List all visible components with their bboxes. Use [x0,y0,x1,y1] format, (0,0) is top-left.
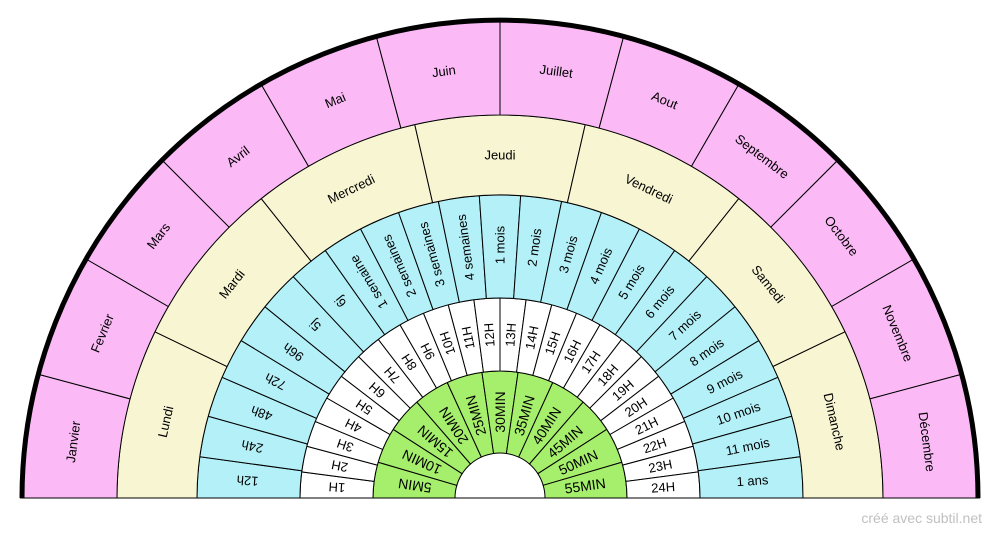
hours-label: 24H [651,479,676,496]
hours-label: 1H [328,479,346,495]
periods-label: 24h [240,437,264,456]
hours-label: 13H [502,322,519,347]
hours-label: 15H [542,329,564,356]
hours-label: 3H [335,436,356,456]
months-label: Mai [323,89,348,111]
days-label: Lundi [155,404,177,438]
months-label: Juin [431,62,457,80]
periods-label: 2 mois [524,227,544,267]
periods-label: 1 ans [736,472,769,489]
minutes-label: 55MIN [564,475,607,497]
periods-label: 1 mois [493,225,508,264]
hours-label: 11H [459,325,478,350]
days-label: Jeudi [484,148,515,163]
hours-label: 4H [343,415,365,436]
hours-label: 12H [481,322,498,347]
hours-label: 2H [330,457,349,475]
hours-label: 10H [437,329,459,356]
months-label: Janvier [63,419,83,463]
months-label: Juillet [539,62,574,81]
minutes-label: 30MIN [492,391,508,432]
credit-footer: créé avec subtil.net [861,510,982,526]
hours-label: 14H [522,324,541,350]
hours-label: 23H [647,456,673,475]
minutes-label: 5MIN [397,475,432,496]
ring-days: LundiMardiMercrediJeudiVendrediSamediDim… [116,114,884,499]
hours-label: 9H [417,341,438,363]
outer-border [19,17,981,499]
periods-label: 12h [236,473,259,489]
periods-label: 48h [249,403,274,424]
hours-label: 22H [641,435,668,457]
